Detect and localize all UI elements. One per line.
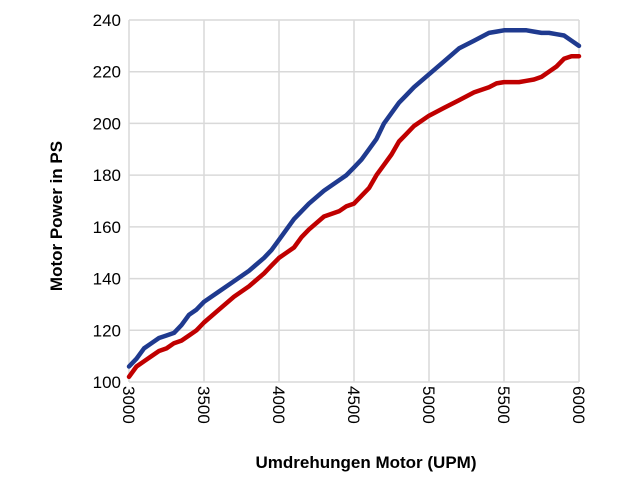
series-line-blue <box>126 28 582 369</box>
x-tick-label: 4500 <box>344 386 363 424</box>
series-group <box>126 28 582 380</box>
grid-lines <box>128 19 580 383</box>
x-axis-title: Umdrehungen Motor (UPM) <box>256 453 477 472</box>
y-axis-title: Motor Power in PS <box>47 141 66 291</box>
x-tick-label: 5500 <box>494 386 513 424</box>
y-tick-label: 240 <box>93 11 121 30</box>
y-tick-label: 220 <box>93 63 121 82</box>
x-tick-label: 3000 <box>119 386 138 424</box>
x-tick-label: 4000 <box>269 386 288 424</box>
y-tick-labels: 100 120 140 160 180 200 220 240 <box>93 11 121 392</box>
y-tick-label: 120 <box>93 321 121 340</box>
y-tick-label: 180 <box>93 166 121 185</box>
x-tick-labels: 3000 3500 4000 4500 5000 5500 6000 <box>119 386 588 424</box>
x-tick-label: 5000 <box>419 386 438 424</box>
y-tick-label: 100 <box>93 373 121 392</box>
x-tick-label: 3500 <box>194 386 213 424</box>
x-tick-label: 6000 <box>569 386 588 424</box>
y-tick-label: 140 <box>93 270 121 289</box>
y-tick-label: 160 <box>93 218 121 237</box>
y-tick-label: 200 <box>93 114 121 133</box>
series-line-red <box>126 53 582 380</box>
